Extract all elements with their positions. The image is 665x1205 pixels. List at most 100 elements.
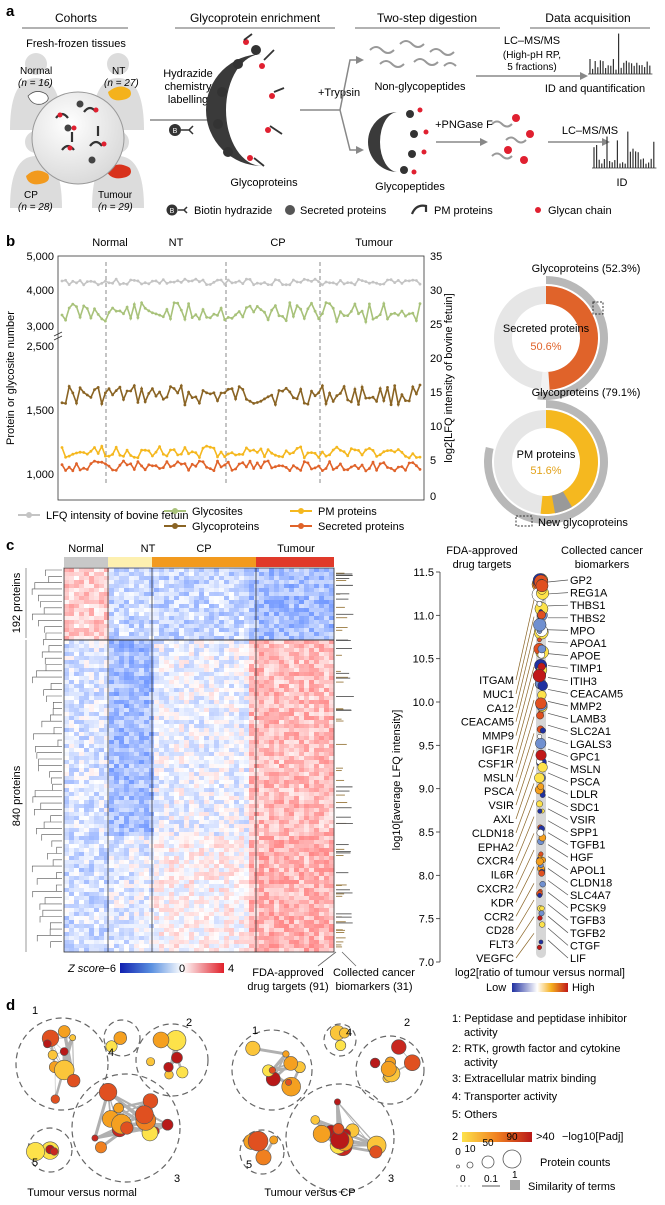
heatmap-cell	[229, 648, 234, 652]
heatmap-cell	[99, 700, 104, 704]
heatmap-cell	[289, 744, 294, 748]
heatmap-cell	[174, 568, 179, 572]
heatmap-cell	[124, 792, 129, 796]
heatmap-cell	[199, 884, 204, 888]
heatmap-cell	[299, 588, 304, 592]
heatmap-cell	[159, 648, 164, 652]
heatmap-cell	[84, 660, 89, 664]
series-point	[343, 283, 346, 286]
heatmap-cell	[254, 828, 259, 832]
heatmap-cell	[299, 728, 304, 732]
heatmap-cell	[224, 784, 229, 788]
heatmap-cell	[104, 572, 109, 576]
heatmap-cell	[64, 784, 69, 788]
heatmap-cell	[194, 604, 199, 608]
heatmap-cell	[329, 616, 334, 620]
heatmap-cell	[159, 720, 164, 724]
heatmap-cell	[144, 724, 149, 728]
heatmap-cell	[79, 816, 84, 820]
heatmap-cell	[329, 580, 334, 584]
heatmap-cell	[74, 808, 79, 812]
header-digestion: Two-step digestion	[377, 11, 477, 25]
heatmap-cell	[304, 804, 309, 808]
heatmap-cell	[314, 584, 319, 588]
series-point	[328, 392, 331, 395]
heatmap-cell	[179, 860, 184, 864]
heatmap-cell	[289, 732, 294, 736]
heatmap-cell	[119, 672, 124, 676]
heatmap-cell	[99, 640, 104, 644]
heatmap-cell	[249, 680, 254, 684]
heatmap-cell	[314, 856, 319, 860]
heatmap-cell	[199, 656, 204, 660]
heatmap-cell	[294, 708, 299, 712]
heatmap-cell	[169, 628, 174, 632]
heatmap-cell	[129, 572, 134, 576]
series-point	[187, 452, 190, 455]
heatmap-cell	[219, 840, 224, 844]
heatmap-cell	[289, 612, 294, 616]
heatmap-cell	[129, 696, 134, 700]
heatmap-cell	[154, 708, 159, 712]
heatmap-cell	[269, 708, 274, 712]
heatmap-cell	[74, 720, 79, 724]
heatmap-cell	[219, 616, 224, 620]
heatmap-cell	[289, 680, 294, 684]
heatmap-cell	[189, 612, 194, 616]
heatmap-cell	[219, 624, 224, 628]
series-point	[198, 456, 201, 459]
heatmap-cell	[209, 792, 214, 796]
heatmap-cell	[154, 616, 159, 620]
heatmap-cell	[164, 628, 169, 632]
heatmap-cell	[279, 600, 284, 604]
heatmap-cell	[329, 720, 334, 724]
heatmap-cell	[99, 844, 104, 848]
heatmap-cell	[74, 744, 79, 748]
heatmap-cell	[74, 588, 79, 592]
heatmap-cell	[74, 700, 79, 704]
heatmap-cell	[64, 748, 69, 752]
heatmap-cell	[84, 680, 89, 684]
heatmap-cell	[114, 624, 119, 628]
series-point	[220, 466, 223, 469]
heatmap-cell	[324, 664, 329, 668]
heatmap-cell	[249, 820, 254, 824]
heatmap-cell	[189, 880, 194, 884]
heatmap-cell	[194, 744, 199, 748]
heatmap-cell	[299, 720, 304, 724]
heatmap-cell	[99, 688, 104, 692]
heatmap-cell	[159, 776, 164, 780]
heatmap-cell	[304, 752, 309, 756]
heatmap-cell	[154, 744, 159, 748]
heatmap-cell	[94, 652, 99, 656]
heatmap-cell	[219, 712, 224, 716]
heatmap-cell	[314, 624, 319, 628]
heatmap-cell	[204, 612, 209, 616]
heatmap-cell	[274, 580, 279, 584]
heatmap-cell	[214, 804, 219, 808]
heatmap-cell	[129, 780, 134, 784]
heatmap-cell	[264, 684, 269, 688]
heatmap-cell	[319, 704, 324, 708]
heatmap-cell	[194, 644, 199, 648]
heatmap-cell	[234, 588, 239, 592]
series-point	[256, 401, 259, 404]
heatmap-cell	[174, 872, 179, 876]
series-point	[296, 281, 299, 284]
heatmap-cell	[134, 572, 139, 576]
series-point	[162, 398, 165, 401]
heatmap-cell	[279, 596, 284, 600]
heatmap-cell	[119, 628, 124, 632]
heatmap-cell	[269, 728, 274, 732]
heatmap-cell	[224, 780, 229, 784]
heatmap-cell	[109, 748, 114, 752]
heatmap-cell	[229, 868, 234, 872]
series-point	[274, 465, 277, 468]
heatmap-cell	[264, 720, 269, 724]
heatmap-cell	[309, 712, 314, 716]
heatmap-cell	[64, 724, 69, 728]
heatmap-cell	[309, 580, 314, 584]
series-point	[397, 279, 400, 282]
heatmap-cell	[274, 632, 279, 636]
heatmap-cell	[259, 856, 264, 860]
